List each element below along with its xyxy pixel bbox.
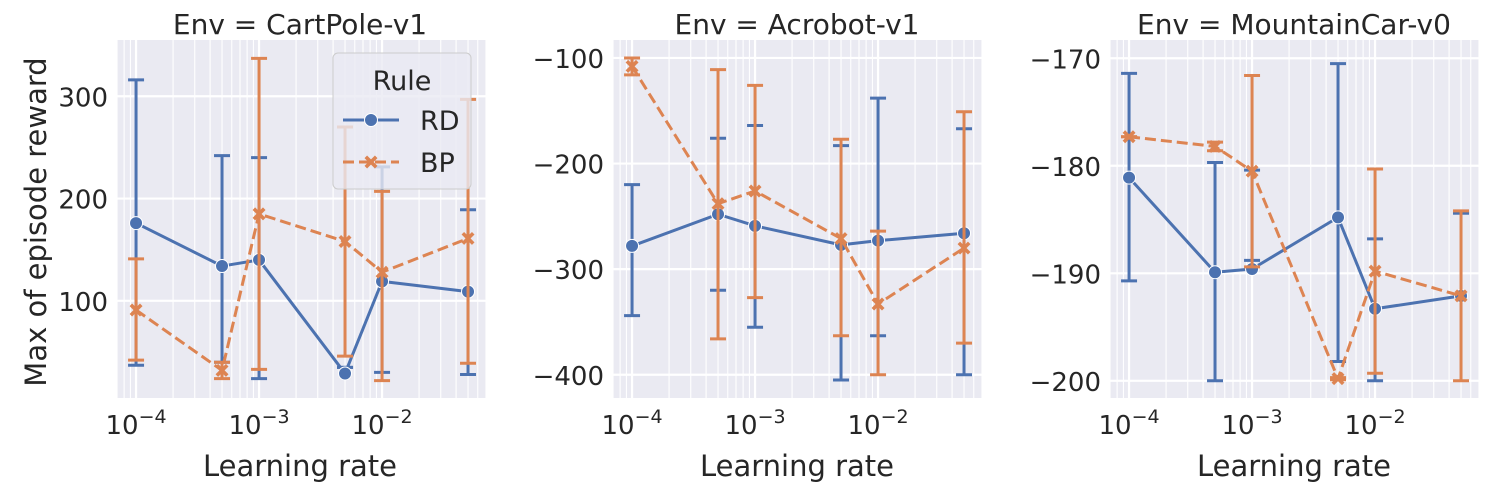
y-tick-label: −200 <box>533 151 604 181</box>
data-point <box>957 241 971 255</box>
legend-entry-bp: BP <box>343 148 455 179</box>
data-point <box>338 366 353 381</box>
series-line <box>631 212 965 248</box>
data-point <box>1208 139 1222 153</box>
y-tick-label: −300 <box>533 256 604 286</box>
series-bp-mountaincar <box>1121 73 1470 386</box>
data-point <box>1368 264 1382 278</box>
panel-title-cartpole: Env = CartPole-v1 <box>173 8 427 41</box>
data-point <box>1122 130 1136 144</box>
series-line <box>135 221 469 375</box>
data-point <box>1454 289 1468 303</box>
legend: Rule RD BP <box>332 52 472 190</box>
data-point <box>461 231 475 245</box>
panel-acrobot: Env = Acrobot-v1 Learning rate −400 −300 −… <box>533 8 983 483</box>
data-point <box>215 259 230 274</box>
data-point <box>871 297 885 311</box>
data-point <box>711 197 725 211</box>
y-tick-label: 100 <box>58 288 108 318</box>
series-line <box>1127 176 1462 311</box>
x-tick-label: 10−4 <box>601 406 662 441</box>
data-point <box>129 216 144 231</box>
panel-title-acrobot: Env = Acrobot-v1 <box>675 8 920 41</box>
grid-mountaincar <box>1109 40 1480 398</box>
panel-title-mountaincar: Env = MountainCar-v0 <box>1137 8 1451 41</box>
data-point <box>252 207 266 221</box>
x-axis-label-mountaincar: Learning rate <box>1197 449 1391 483</box>
data-point <box>215 363 229 377</box>
legend-label-bp: BP <box>420 148 455 179</box>
y-tick-label: −400 <box>533 362 604 392</box>
legend-entry-rd: RD <box>343 106 460 137</box>
data-point <box>1331 210 1346 225</box>
data-point <box>1122 170 1137 185</box>
x-tick-label: 10−2 <box>847 406 908 441</box>
error-bar <box>956 110 973 345</box>
legend-marker-rd <box>364 113 378 127</box>
data-point <box>834 232 848 246</box>
legend-box <box>332 52 472 190</box>
x-tick-label: 10−4 <box>105 406 166 441</box>
y-tick-label: −170 <box>1030 45 1101 75</box>
x-axis-label-acrobot: Learning rate <box>700 449 894 483</box>
y-axis-label: Max of episode reward <box>19 57 53 386</box>
data-point <box>625 238 640 253</box>
series-line <box>630 65 965 306</box>
data-point <box>1245 164 1259 178</box>
data-point <box>375 265 389 279</box>
plot-area-acrobot <box>613 40 982 398</box>
x-tick-label: 10−4 <box>1098 406 1159 441</box>
x-axis-label-cartpole: Learning rate <box>203 449 397 483</box>
data-point <box>748 184 762 198</box>
x-tick-label: 10−2 <box>1344 406 1405 441</box>
data-point <box>129 303 143 317</box>
y-tick-label: −100 <box>533 45 604 75</box>
legend-title: Rule <box>373 66 432 97</box>
data-point <box>338 235 352 248</box>
error-bar <box>374 189 391 383</box>
y-tick-label: −180 <box>1030 153 1101 183</box>
x-tick-label: 10−3 <box>228 406 289 441</box>
panel-mountaincar: Env = MountainCar-v0 Learning rate −200 −… <box>1030 8 1480 483</box>
y-tick-label: −200 <box>1030 368 1101 398</box>
series-line <box>135 212 469 372</box>
plot-area-mountaincar <box>1110 40 1479 398</box>
data-point <box>1208 265 1223 280</box>
legend-label-rd: RD <box>420 106 460 137</box>
legend-marker-bp <box>364 155 378 169</box>
y-tick-label: −190 <box>1030 260 1101 290</box>
y-tick-label: 300 <box>58 83 108 113</box>
y-tick-label: 200 <box>58 186 108 216</box>
x-tick-label: 10−2 <box>351 406 412 441</box>
data-point <box>1331 372 1345 386</box>
x-tick-label: 10−3 <box>724 406 785 441</box>
x-tick-label: 10−3 <box>1221 406 1282 441</box>
data-point <box>625 59 639 73</box>
series-bp-acrobot <box>624 56 973 377</box>
series-line <box>1128 135 1462 381</box>
